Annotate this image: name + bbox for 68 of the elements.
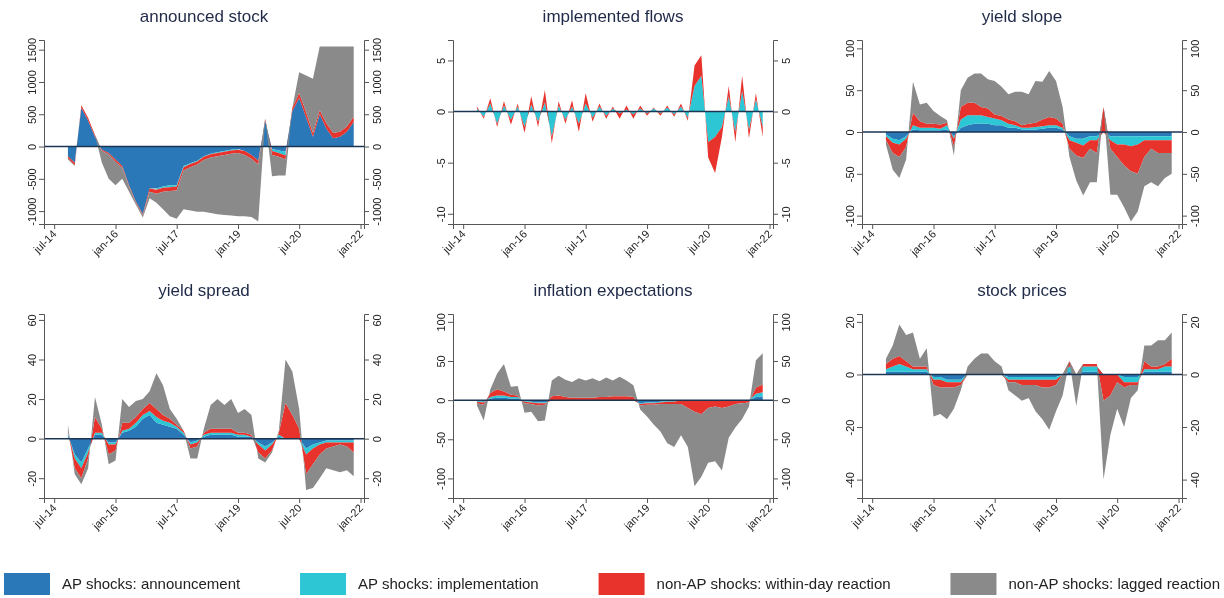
y2-tick-label: 100 (1189, 39, 1201, 59)
y-tick-label: 0 (435, 108, 447, 116)
y2-tick-label: 500 (371, 105, 383, 124)
y2-tick-label: 20 (371, 393, 383, 406)
y-tick-label: -20 (844, 419, 856, 436)
y2-tick-label: 20 (1189, 316, 1201, 329)
y-tick-label: -10 (435, 206, 447, 223)
y2-tick-label: 0 (1189, 129, 1201, 136)
y-tick-label: 100 (435, 313, 447, 332)
y-tick-label: -5 (435, 158, 447, 169)
y2-tick-label: 60 (371, 314, 383, 327)
y2-tick-label: -500 (371, 168, 383, 191)
y2-tick-label: -50 (780, 431, 792, 448)
y-tick-label: 60 (26, 314, 38, 327)
chart-title: implemented flows (542, 7, 684, 26)
legend-label: non-AP shocks: within-day reaction (656, 575, 891, 592)
y-tick-label: 0 (844, 129, 856, 136)
y-tick-label: 0 (26, 436, 38, 443)
y2-tick-label: -50 (1189, 166, 1201, 183)
y2-tick-label: -20 (371, 470, 383, 487)
y2-tick-label: -10 (780, 206, 792, 223)
y-tick-label: -100 (435, 467, 447, 490)
y2-tick-label: -100 (1189, 205, 1201, 228)
chart-title: announced stock (139, 7, 269, 26)
y-tick-label: 50 (844, 84, 856, 97)
y-tick-label: 40 (26, 353, 38, 367)
chart-title: yield slope (981, 7, 1063, 26)
y2-tick-label: 40 (371, 353, 383, 367)
y2-tick-label: 50 (780, 355, 792, 368)
y2-tick-label: 5 (780, 57, 792, 65)
y2-tick-label: 0 (780, 397, 792, 404)
y2-tick-label: 1500 (371, 37, 383, 63)
y2-tick-label: 0 (371, 436, 383, 443)
y2-tick-label: 50 (1189, 84, 1201, 97)
y-tick-label: -1000 (26, 197, 38, 226)
y-tick-label: -100 (844, 205, 856, 228)
y-tick-label: 0 (26, 143, 38, 151)
y-tick-label: 1000 (26, 70, 38, 95)
y2-tick-label: 0 (1189, 371, 1201, 379)
y-tick-label: -40 (844, 472, 856, 489)
y2-tick-label: 0 (780, 108, 792, 116)
chart-title: stock prices (977, 281, 1067, 300)
legend-label: AP shocks: announcement (62, 575, 241, 592)
y-tick-label: 50 (435, 355, 447, 368)
y2-tick-label: -100 (780, 467, 792, 490)
y-tick-label: -500 (26, 168, 38, 191)
y2-tick-label: 0 (371, 143, 383, 151)
y2-tick-label: -1000 (371, 197, 383, 226)
y-tick-label: 0 (435, 397, 447, 404)
y-tick-label: 500 (26, 105, 38, 124)
y-tick-label: -20 (26, 470, 38, 487)
y2-tick-label: -5 (780, 158, 792, 169)
y2-tick-label: 1000 (371, 70, 383, 95)
y2-tick-label: 100 (780, 313, 792, 332)
legend-label: non-AP shocks: lagged reaction (1008, 575, 1220, 592)
legend-label: AP shocks: implementation (358, 575, 539, 592)
chart-title: inflation expectations (533, 281, 693, 300)
y-tick-label: 5 (435, 57, 447, 65)
y-tick-label: 1500 (26, 37, 38, 63)
y-tick-label: 20 (844, 316, 856, 329)
y-tick-label: -50 (435, 431, 447, 448)
y2-tick-label: -40 (1189, 472, 1201, 489)
y-tick-label: 0 (844, 371, 856, 379)
y-tick-label: -50 (844, 166, 856, 183)
y2-tick-label: -20 (1189, 419, 1201, 436)
chart-title: yield spread (158, 281, 250, 300)
y-tick-label: 20 (26, 393, 38, 406)
y-tick-label: 100 (844, 39, 856, 59)
